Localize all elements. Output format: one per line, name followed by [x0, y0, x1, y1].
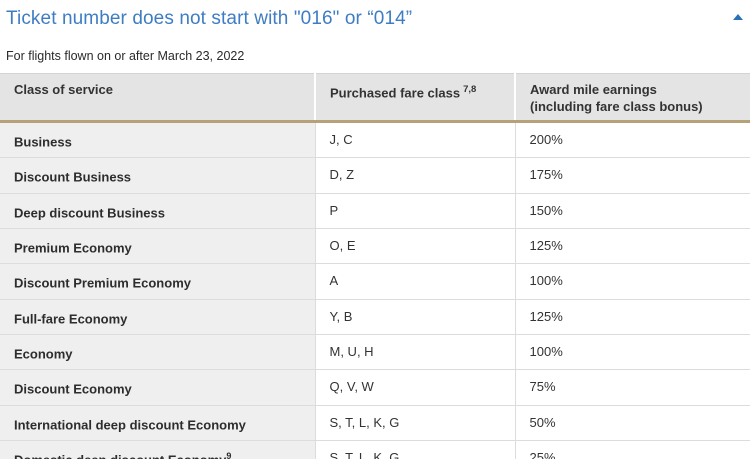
fare-class-cell: J, C [314, 121, 515, 159]
table-row: Business J, C 200% [0, 121, 750, 159]
class-of-service-cell: Premium Economy [0, 228, 315, 265]
earnings-cell: 100% [514, 263, 750, 300]
earnings-cell: 200% [514, 121, 750, 159]
class-of-service-cell: Discount Premium Economy [0, 263, 315, 300]
class-of-service-cell: International deep discount Economy [0, 405, 315, 441]
table-row: Discount Business D, Z 175% [0, 157, 750, 194]
class-of-service-cell: Full-fare Economy [0, 299, 315, 335]
footnote-ref-9: 9 [226, 450, 232, 459]
table-header: Class of service Purchased fare class 7,8… [0, 73, 750, 123]
table-row: Premium Economy O, E 125% [0, 228, 750, 265]
header-purchased-fare-class: Purchased fare class 7,8 [314, 73, 515, 123]
fare-class-cell: S, T, L, K, G [314, 405, 515, 441]
fare-class-cell: M, U, H [314, 334, 515, 371]
class-of-service-cell: Economy [0, 334, 315, 371]
earnings-cell: 100% [514, 334, 750, 371]
header-award-mile-earnings: Award mile earnings (including fare class… [514, 73, 750, 123]
caret-up-icon[interactable] [733, 14, 743, 20]
fare-class-cell: D, Z [314, 157, 515, 194]
table-row: Domestic deep discount Economy9 S, T, L,… [0, 440, 750, 459]
earnings-cell: 75% [514, 369, 750, 406]
class-of-service-cell: Discount Economy [0, 369, 315, 406]
earnings-cell: 125% [514, 228, 750, 265]
class-of-service-cell: Business [0, 121, 315, 159]
header-row: Class of service Purchased fare class 7,8… [0, 73, 750, 123]
table-row: International deep discount Economy S, T… [0, 405, 750, 441]
earnings-cell: 150% [514, 193, 750, 229]
effective-date-note: For flights flown on or after March 23, … [6, 49, 245, 63]
earnings-cell: 125% [514, 299, 750, 335]
fare-class-cell: A [314, 263, 515, 300]
accordion-header[interactable]: Ticket number does not start with "016" … [0, 0, 750, 30]
table-row: Discount Economy Q, V, W 75% [0, 369, 750, 406]
class-of-service-cell: Deep discount Business [0, 193, 315, 229]
fare-class-cell: S, T, L, K, G [314, 440, 515, 459]
table-row: Economy M, U, H 100% [0, 334, 750, 371]
earnings-cell: 175% [514, 157, 750, 194]
table-row: Discount Premium Economy A 100% [0, 263, 750, 300]
footnote-ref-7-8: 7,8 [463, 84, 477, 95]
header-class-of-service: Class of service [0, 73, 315, 123]
table-row: Deep discount Business P 150% [0, 193, 750, 229]
class-of-service-cell: Domestic deep discount Economy9 [0, 440, 315, 459]
table-row: Full-fare Economy Y, B 125% [0, 299, 750, 335]
earnings-cell: 25% [514, 440, 750, 459]
fare-class-cell: Y, B [314, 299, 515, 335]
fare-class-cell: O, E [314, 228, 515, 265]
earnings-cell: 50% [514, 405, 750, 441]
accordion-title[interactable]: Ticket number does not start with "016" … [6, 8, 413, 29]
table-body: Business J, C 200% Discount Business D, … [0, 121, 750, 459]
fare-earnings-table: Class of service Purchased fare class 7,8… [0, 73, 750, 459]
class-of-service-cell: Discount Business [0, 157, 315, 194]
fare-class-cell: Q, V, W [314, 369, 515, 406]
fare-class-cell: P [314, 193, 515, 229]
